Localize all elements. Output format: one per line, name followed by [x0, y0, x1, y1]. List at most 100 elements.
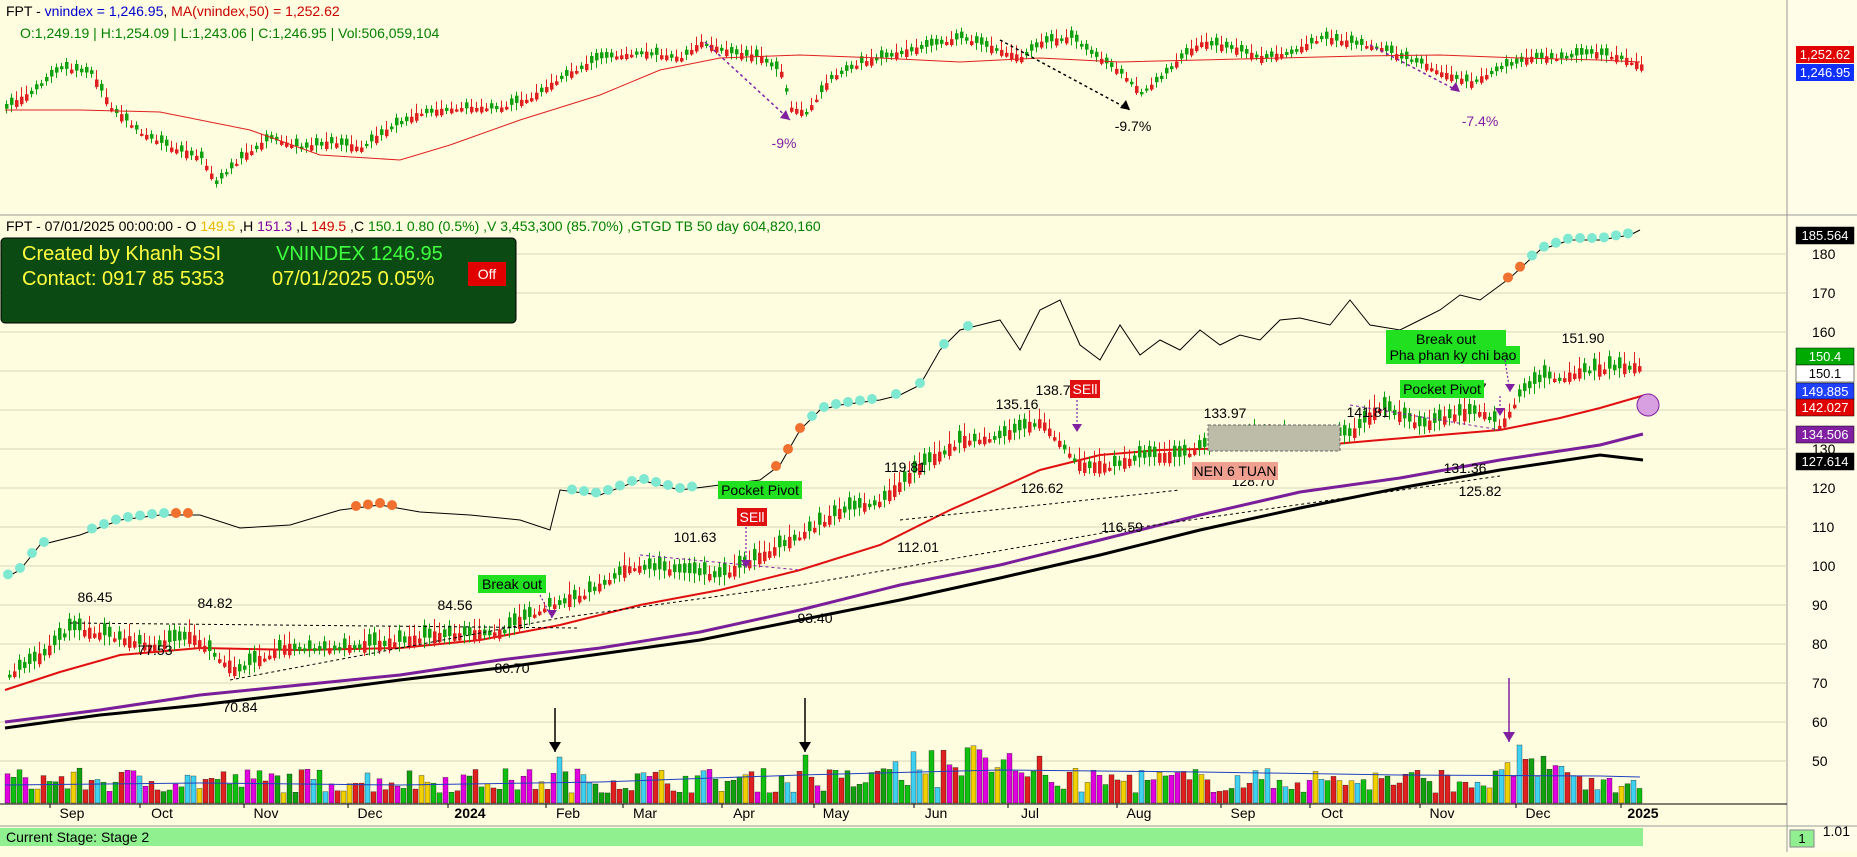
candle-body: [853, 500, 857, 510]
volume-bar: [814, 785, 821, 804]
volume-bar: [1396, 782, 1403, 804]
consolidation-label-bg: [1192, 462, 1278, 480]
signal-arrowhead: [1495, 408, 1505, 416]
index-candle-body: [880, 50, 884, 58]
break-out-signal-2: Break out: [1416, 331, 1476, 347]
price-badge-value: 150.4: [1809, 349, 1842, 364]
candle-body: [1193, 450, 1197, 455]
candle-body: [513, 613, 517, 626]
volume-bar: [1360, 779, 1367, 804]
volume-bar: [1522, 759, 1529, 804]
volume-bar: [1090, 770, 1097, 804]
index-candle-body: [955, 33, 959, 40]
stock-close: 150.1 0.80 (0.5%): [368, 218, 479, 234]
candle-body: [313, 648, 317, 652]
volume-bar: [220, 771, 227, 804]
price-label: 141.81: [1347, 404, 1390, 420]
candle-body: [573, 589, 577, 600]
volume-arrowhead: [549, 742, 561, 752]
candle-body: [808, 521, 812, 532]
off-button[interactable]: [468, 262, 506, 286]
page-indicator[interactable]: [1789, 829, 1815, 848]
index-candle-body: [745, 49, 749, 56]
candle-body: [1483, 412, 1487, 420]
volume-bar: [670, 790, 677, 804]
index-candle-body: [360, 147, 364, 152]
volume-bar: [772, 791, 779, 804]
index-candle-body: [480, 106, 484, 113]
index-candle-body: [235, 163, 239, 166]
support-trendline: [229, 475, 1501, 681]
index-candle-body: [215, 180, 219, 184]
candle-body: [198, 640, 202, 649]
index-candle-body: [440, 108, 444, 116]
candle-body: [1138, 446, 1142, 458]
rs-dot: [591, 487, 601, 498]
index-candle-body: [665, 55, 669, 61]
index-candle-body: [165, 139, 169, 146]
volume-bar: [76, 767, 83, 804]
candle-body: [1593, 358, 1597, 371]
candle-body: [423, 625, 427, 638]
volume-bar: [1240, 787, 1247, 804]
volume-bar: [886, 769, 893, 804]
volume-bar: [1204, 779, 1211, 804]
volume-bar: [1606, 777, 1613, 804]
candle-body: [1098, 461, 1102, 474]
candle-body: [208, 640, 212, 651]
index-candle-body: [1455, 75, 1459, 79]
candle-body: [1518, 389, 1522, 397]
volume-bar: [514, 789, 521, 804]
index-candle-body: [1205, 41, 1209, 49]
candle-body: [1398, 411, 1402, 422]
index-candle-body: [985, 41, 989, 47]
volume-bar: [1510, 776, 1517, 804]
candle-body: [878, 501, 882, 508]
stock-price-plot: 1801701601501401301201101009080706050Sep…: [0, 226, 1855, 821]
volume-bar: [316, 769, 323, 804]
y-tick-label: 90: [1812, 597, 1828, 613]
index-candle-body: [1490, 70, 1494, 75]
candle-body: [1358, 419, 1362, 428]
index-candle-body: [1395, 54, 1399, 61]
candle-body: [323, 641, 327, 650]
rs-dot: [363, 499, 373, 510]
rs-dot: [123, 512, 133, 522]
index-candle-body: [390, 126, 394, 130]
volume-bar: [1330, 776, 1337, 804]
candle-body: [1588, 370, 1592, 374]
volume-bar: [940, 750, 947, 804]
candle-body: [283, 645, 287, 655]
index-candle-body: [35, 84, 39, 90]
volume-bar: [508, 779, 515, 804]
candle-body: [78, 618, 82, 631]
index-candle-body: [1515, 58, 1519, 64]
candle-body: [653, 563, 657, 571]
candle-body: [518, 616, 522, 630]
volume-bar: [154, 789, 161, 804]
volume-bar: [88, 780, 95, 804]
volume-bar: [682, 775, 689, 804]
candle-body: [478, 630, 482, 641]
index-candle-body: [740, 52, 744, 60]
x-tick-label: Feb: [556, 805, 580, 821]
candle-body: [1553, 378, 1557, 383]
index-candle-body: [1240, 44, 1244, 52]
off-button-label[interactable]: Off: [478, 266, 497, 282]
candle-body: [498, 629, 502, 639]
index-candle-body: [25, 94, 29, 101]
volume-bar: [766, 792, 773, 804]
candle-body: [128, 636, 132, 648]
candle-body: [768, 551, 772, 558]
candle-body: [763, 551, 767, 562]
index-price-badge-value: 1,252.62: [1800, 47, 1851, 62]
volume-bar: [370, 791, 377, 804]
info-vnindex: VNINDEX 1246.95: [276, 243, 443, 265]
index-candle-body: [1235, 47, 1239, 55]
candle-body: [328, 648, 332, 654]
volume-bar: [1492, 770, 1499, 804]
candle-body: [163, 640, 167, 650]
volume-bar: [1354, 783, 1361, 804]
index-candle-body: [1170, 66, 1174, 70]
